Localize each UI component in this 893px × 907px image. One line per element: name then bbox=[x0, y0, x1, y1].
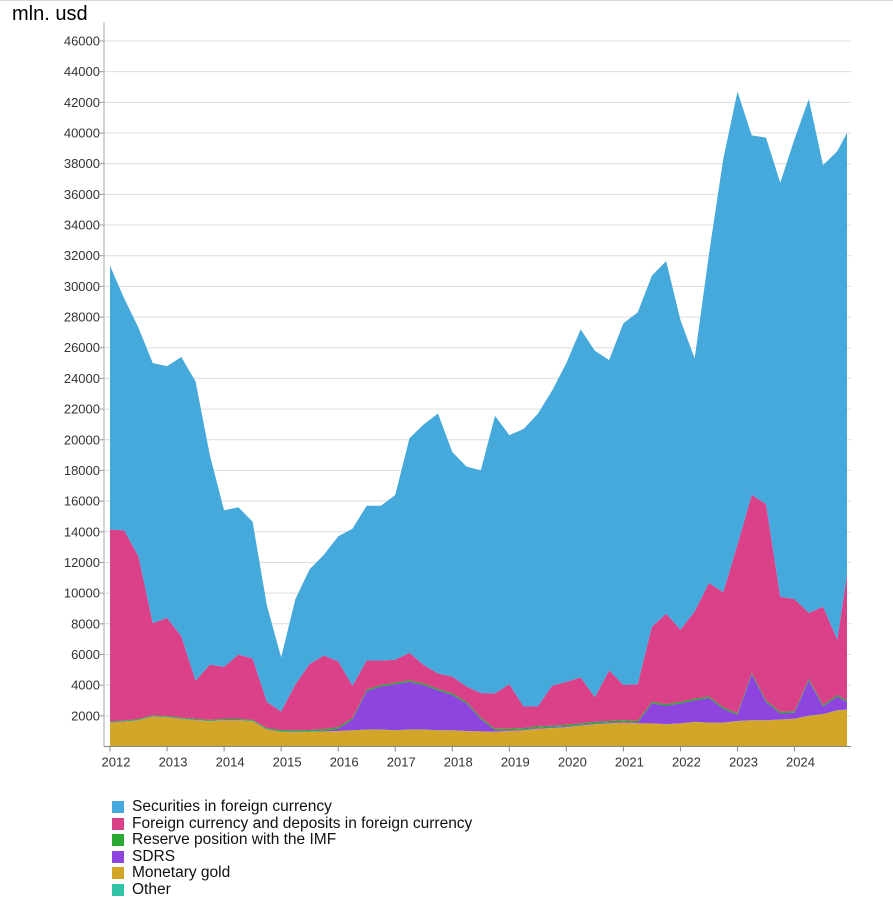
y-tick-label-40000: 40000 bbox=[64, 126, 100, 141]
legend-label-reserve-position-with-the-imf: Reserve position with the IMF bbox=[132, 831, 337, 849]
series-area-securities-in-foreign-currency bbox=[110, 91, 847, 712]
legend-item-monetary-gold: Monetary gold bbox=[112, 864, 472, 882]
legend-label-sdrs: SDRS bbox=[132, 847, 176, 865]
legend-swatch-other bbox=[112, 883, 124, 896]
legend-label-other: Other bbox=[132, 880, 171, 898]
y-tick-label-20000: 20000 bbox=[64, 432, 100, 447]
y-tick-label-46000: 46000 bbox=[64, 34, 100, 49]
legend-item-reserve-position-with-the-imf: Reserve position with the IMF bbox=[112, 831, 472, 849]
y-tick-label-36000: 36000 bbox=[64, 187, 100, 202]
x-tick-label-2024: 2024 bbox=[786, 755, 815, 770]
x-tick-label-2022: 2022 bbox=[672, 755, 701, 770]
y-tick-label-8000: 8000 bbox=[71, 616, 100, 631]
legend-item-securities-in-foreign-currency: Securities in foreign currency bbox=[112, 798, 472, 816]
legend-swatch-reserve-position-with-the-imf bbox=[112, 834, 124, 847]
y-tick-label-26000: 26000 bbox=[64, 340, 100, 355]
y-tick-label-42000: 42000 bbox=[64, 95, 100, 110]
x-tick-label-2021: 2021 bbox=[615, 755, 644, 770]
x-tick-label-2014: 2014 bbox=[216, 755, 245, 770]
x-tick-label-2023: 2023 bbox=[729, 755, 758, 770]
y-tick-label-32000: 32000 bbox=[64, 248, 100, 263]
axes: 2000 4000 6000 8000 10000 12000 14000 16000 1800… bbox=[64, 22, 851, 770]
x-tick-label-2012: 2012 bbox=[102, 755, 131, 770]
y-tick-label-16000: 16000 bbox=[64, 494, 100, 509]
legend-item-foreign-currency-and-deposits-in-foreign-currency: Foreign currency and deposits in foreign… bbox=[112, 814, 473, 833]
x-tick-label-2020: 2020 bbox=[558, 755, 587, 770]
y-tick-label-12000: 12000 bbox=[64, 555, 100, 570]
y-tick-label-18000: 18000 bbox=[64, 463, 100, 478]
y-axis-unit-label: mln. usd bbox=[12, 3, 88, 25]
legend-swatch-sdrs bbox=[112, 850, 124, 863]
series-area-sdrs bbox=[110, 674, 847, 733]
legend-swatch-monetary-gold bbox=[112, 867, 124, 880]
legend-item-sdrs: SDRS bbox=[112, 847, 472, 866]
top-border bbox=[0, 0, 893, 1]
y-tick-label-14000: 14000 bbox=[64, 524, 100, 539]
legend-label-monetary-gold: Monetary gold bbox=[132, 864, 231, 882]
y-tick-label-38000: 38000 bbox=[64, 156, 100, 171]
legend-label-foreign-currency-and-deposits-in-foreign-currency: Foreign currency and deposits in foreign… bbox=[132, 814, 473, 832]
legend-item-other: Other bbox=[112, 880, 472, 899]
series-area-monetary-gold bbox=[110, 709, 847, 747]
y-tick-label-24000: 24000 bbox=[64, 371, 100, 386]
y-tick-label-28000: 28000 bbox=[64, 310, 100, 325]
legend-swatch-securities-in-foreign-currency bbox=[112, 801, 124, 814]
x-tick-label-2015: 2015 bbox=[273, 755, 302, 770]
x-tick-label-2013: 2013 bbox=[159, 755, 188, 770]
series-area-foreign-currency-and-deposits-in-foreign-currency bbox=[110, 494, 847, 731]
legend-swatch-foreign-currency-and-deposits-in-foreign-currency bbox=[112, 817, 124, 830]
legend: Securities in foreign currency Foreign cu… bbox=[112, 798, 473, 899]
y-tick-label-10000: 10000 bbox=[64, 586, 100, 601]
y-tick-label-30000: 30000 bbox=[64, 279, 100, 294]
y-tick-label-34000: 34000 bbox=[64, 218, 100, 233]
y-tick-label-44000: 44000 bbox=[64, 64, 100, 79]
y-tick-label-2000: 2000 bbox=[71, 708, 100, 723]
x-tick-label-2019: 2019 bbox=[501, 755, 530, 770]
series-areas bbox=[110, 91, 847, 747]
y-tick-label-22000: 22000 bbox=[64, 402, 100, 417]
legend-label-securities-in-foreign-currency: Securities in foreign currency bbox=[132, 798, 332, 816]
y-tick-label-6000: 6000 bbox=[71, 647, 100, 662]
x-tick-label-2016: 2016 bbox=[330, 755, 359, 770]
stacked-area-chart: 2000 4000 6000 8000 10000 12000 14000 16000 1800… bbox=[64, 22, 851, 770]
y-tick-label-4000: 4000 bbox=[71, 678, 100, 693]
x-tick-label-2018: 2018 bbox=[444, 755, 473, 770]
x-tick-label-2017: 2017 bbox=[387, 755, 416, 770]
